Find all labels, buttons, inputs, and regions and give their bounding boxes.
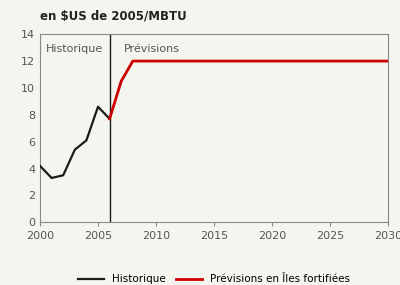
Legend: Historique, Prévisions en Îles fortifiées: Historique, Prévisions en Îles fortifiée… [73, 270, 355, 285]
Text: Prévisions: Prévisions [124, 44, 180, 54]
Text: en $US de 2005/MBTU: en $US de 2005/MBTU [40, 10, 187, 23]
Text: Historique: Historique [46, 44, 104, 54]
